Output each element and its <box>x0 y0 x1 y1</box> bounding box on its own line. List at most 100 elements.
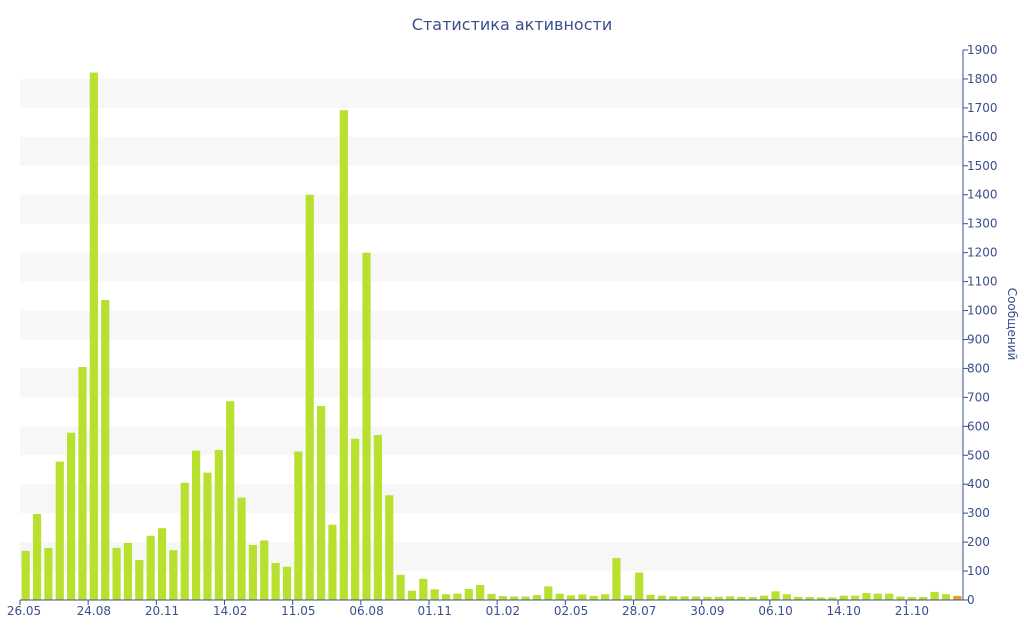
grid-band <box>20 484 963 514</box>
bar <box>839 595 848 600</box>
bar <box>635 572 644 600</box>
bar <box>930 591 939 600</box>
bar <box>612 558 621 600</box>
bar <box>941 594 951 600</box>
bar <box>703 596 712 600</box>
bar <box>203 472 212 600</box>
y-tick-label: 1000 <box>967 304 998 318</box>
y-tick-label: 300 <box>967 506 990 520</box>
x-tick-label: 14.10 <box>827 604 861 618</box>
bar <box>407 590 417 600</box>
grid-band <box>20 194 963 224</box>
bar <box>44 547 53 600</box>
bar <box>362 252 371 600</box>
y-tick-label: 600 <box>967 419 990 433</box>
bar <box>453 593 462 600</box>
bar <box>396 574 405 600</box>
bar <box>532 595 542 600</box>
x-tick-label: 21.10 <box>895 604 929 618</box>
y-tick-label: 1800 <box>967 72 998 86</box>
bar <box>89 72 98 600</box>
x-axis-ticks: 26.05 24.08 20.11 14.02 11.05 06.08 01.11 01.02… <box>7 600 929 618</box>
bar <box>578 594 587 600</box>
bar <box>328 524 337 600</box>
bar <box>169 550 178 600</box>
bar <box>135 560 144 600</box>
x-tick-label: 11.05 <box>281 604 315 618</box>
y-axis-label: Сообщений <box>1005 288 1019 361</box>
grid-band <box>20 78 963 108</box>
bar <box>464 589 473 600</box>
bar <box>32 514 42 600</box>
x-tick-label: 06.08 <box>349 604 383 618</box>
bar <box>885 593 894 600</box>
bar <box>816 597 826 600</box>
x-tick-label: 26.05 <box>7 604 41 618</box>
bar <box>487 593 496 600</box>
bar <box>192 450 201 600</box>
bar <box>726 596 735 600</box>
bar <box>680 596 689 600</box>
bar <box>101 300 110 600</box>
bar <box>805 597 814 600</box>
bar <box>237 497 246 600</box>
y-tick-label: 500 <box>967 448 990 462</box>
y-tick-label: 1700 <box>967 101 998 115</box>
bar <box>850 595 860 600</box>
bar <box>760 595 769 600</box>
bar <box>385 495 394 600</box>
bar <box>305 194 314 600</box>
bar <box>214 450 223 600</box>
bar <box>55 461 64 600</box>
bar <box>782 594 791 600</box>
bar <box>271 562 280 600</box>
axes <box>20 50 964 601</box>
grid-bands <box>20 78 963 572</box>
bar <box>646 594 655 600</box>
grid-band <box>20 368 963 398</box>
bar <box>498 595 507 600</box>
y-tick-label: 800 <box>967 361 990 375</box>
bar <box>828 597 837 600</box>
bar <box>601 594 610 600</box>
x-tick-label: 28.07 <box>622 604 656 618</box>
bar <box>112 547 121 600</box>
bar <box>260 540 269 600</box>
y-tick-label: 1900 <box>967 43 998 57</box>
bar <box>419 578 428 600</box>
bar <box>248 545 257 600</box>
bar <box>589 595 598 600</box>
y-tick-label: 1600 <box>967 130 998 144</box>
bar <box>294 451 303 600</box>
bar <box>794 596 803 600</box>
bar <box>669 596 678 600</box>
y-tick-label: 700 <box>967 390 990 404</box>
y-tick-label: 400 <box>967 477 990 491</box>
y-axis-ticks: 0 100 200 300 400 500 600 700 800 900 1000 1100 1200… <box>963 43 998 607</box>
bar <box>714 596 723 600</box>
bar <box>430 589 439 600</box>
bar <box>226 401 235 600</box>
bars <box>21 72 962 601</box>
bar <box>441 594 451 600</box>
bar <box>657 595 667 600</box>
y-tick-label: 100 <box>967 564 990 578</box>
bar <box>862 593 871 600</box>
bar <box>953 595 962 600</box>
x-tick-label: 06.10 <box>758 604 792 618</box>
y-tick-label: 1400 <box>967 188 998 202</box>
bar <box>282 566 292 600</box>
chart-title: Статистика активности <box>411 15 613 34</box>
x-tick-label: 24.08 <box>77 604 111 618</box>
bar <box>339 110 348 601</box>
y-tick-label: 200 <box>967 535 990 549</box>
bar <box>737 596 746 600</box>
bar <box>67 432 76 600</box>
bar <box>351 438 360 600</box>
bar <box>555 593 564 600</box>
y-tick-label: 1300 <box>967 217 998 231</box>
x-tick-label: 30.09 <box>690 604 724 618</box>
bar <box>157 528 167 600</box>
x-tick-label: 01.02 <box>486 604 520 618</box>
